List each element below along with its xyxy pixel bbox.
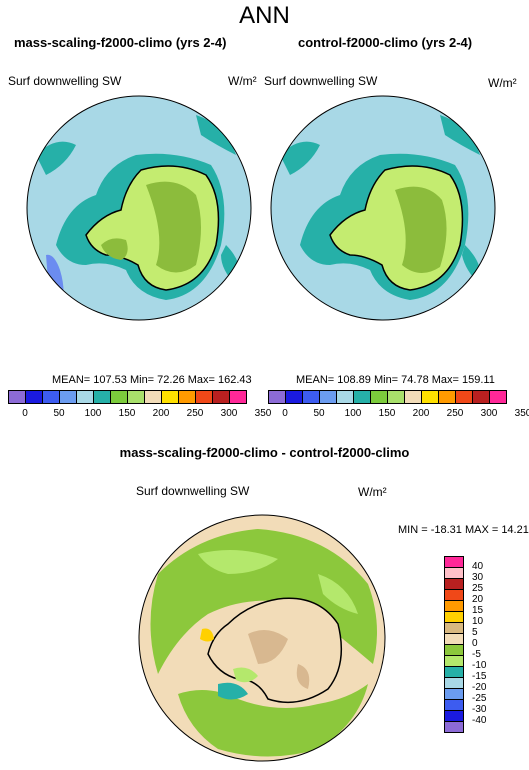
colorbar-tick-label: 250 <box>186 408 204 419</box>
colorbar-swatch <box>212 390 230 404</box>
left-panel-title: mass-scaling-f2000-climo (yrs 2-4) <box>14 35 227 50</box>
colorbar-tick-label: 300 <box>480 408 498 419</box>
colorbar-tick-label: -30 <box>472 704 487 715</box>
colorbar-swatch <box>8 390 26 404</box>
colorbar-swatch <box>353 390 371 404</box>
colorbar-swatch <box>229 390 247 404</box>
colorbar-swatch <box>110 390 128 404</box>
colorbar-swatch <box>336 390 354 404</box>
olive-interior <box>395 186 447 274</box>
right-panel-title: control-f2000-climo (yrs 2-4) <box>298 35 473 50</box>
colorbar-swatch <box>455 390 473 404</box>
diff-brown-patches <box>248 630 310 689</box>
colorbar-swatch <box>302 390 320 404</box>
colorbar-swatch <box>93 390 111 404</box>
diff-panel-stats: MIN = -18.31 MAX = 14.21 <box>398 524 529 536</box>
olive-interior <box>146 181 201 273</box>
colorbar-swatch <box>370 390 388 404</box>
teal-region <box>280 115 481 285</box>
colorbar-swatch <box>421 390 439 404</box>
right-panel-stats: MEAN= 108.89 Min= 74.78 Max= 159.11 <box>296 374 495 386</box>
left-colorbar <box>8 390 247 404</box>
colorbar-swatch <box>268 390 286 404</box>
colorbar-tick-label: 250 <box>446 408 464 419</box>
colorbar-tick-label: 200 <box>412 408 430 419</box>
diff-map <box>138 514 386 762</box>
colorbar-swatch <box>404 390 422 404</box>
left-map <box>26 95 252 321</box>
colorbar-tick-label: -40 <box>472 715 487 726</box>
colorbar-tick-label: 150 <box>118 408 136 419</box>
colorbar-tick-label: 0 <box>22 408 28 419</box>
colorbar-tick-label: 200 <box>152 408 170 419</box>
colorbar-tick-label: 150 <box>378 408 396 419</box>
colorbar-tick-label: 20 <box>472 594 484 605</box>
colorbar-tick-label: -10 <box>472 660 487 671</box>
olive-patch <box>101 238 128 260</box>
right-map <box>270 95 496 321</box>
colorbar-tick-label: 40 <box>472 561 484 572</box>
right-panel-units-label: W/m² <box>488 76 517 90</box>
teal-region <box>36 115 240 285</box>
left-panel-variable-label: Surf downwelling SW <box>8 74 122 88</box>
diff-colorbar <box>444 556 464 733</box>
colorbar-tick-label: 15 <box>472 605 484 616</box>
colorbar-tick-label: 50 <box>313 408 325 419</box>
diff-green-north <box>150 529 377 674</box>
colorbar-swatch <box>387 390 405 404</box>
diff-yellow-patch <box>200 628 214 642</box>
colorbar-tick-label: 350 <box>254 408 272 419</box>
colorbar-swatch <box>444 721 464 733</box>
colorbar-tick-label: 0 <box>472 638 478 649</box>
diff-green-south <box>178 684 368 757</box>
right-colorbar <box>268 390 507 404</box>
colorbar-swatch <box>59 390 77 404</box>
left-panel-units-label: W/m² <box>228 74 257 88</box>
colorbar-swatch <box>438 390 456 404</box>
diff-panel-title: mass-scaling-f2000-climo - control-f2000… <box>119 445 410 460</box>
diff-teal-patch <box>218 682 248 700</box>
colorbar-swatch <box>472 390 490 404</box>
colorbar-tick-label: 10 <box>472 616 484 627</box>
colorbar-swatch <box>42 390 60 404</box>
colorbar-tick-label: 5 <box>472 627 478 638</box>
colorbar-swatch <box>144 390 162 404</box>
diff-light-green-patch <box>233 667 258 683</box>
colorbar-swatch <box>25 390 43 404</box>
colorbar-tick-label: 30 <box>472 572 484 583</box>
diff-panel-units-label: W/m² <box>358 485 387 499</box>
colorbar-tick-label: -15 <box>472 671 487 682</box>
colorbar-tick-label: -25 <box>472 693 487 704</box>
left-panel-stats: MEAN= 107.53 Min= 72.26 Max= 162.43 <box>52 374 252 386</box>
colorbar-tick-label: 100 <box>84 408 102 419</box>
diff-panel-variable-label: Surf downwelling SW <box>136 484 250 498</box>
colorbar-tick-label: 100 <box>344 408 362 419</box>
colorbar-swatch <box>127 390 145 404</box>
colorbar-swatch <box>76 390 94 404</box>
colorbar-swatch <box>285 390 303 404</box>
page-title: ANN <box>239 2 290 29</box>
colorbar-tick-label: 300 <box>220 408 238 419</box>
colorbar-tick-label: -5 <box>472 649 481 660</box>
colorbar-swatch <box>161 390 179 404</box>
colorbar-tick-label: -20 <box>472 682 487 693</box>
colorbar-swatch <box>489 390 507 404</box>
colorbar-swatch <box>178 390 196 404</box>
colorbar-tick-label: 0 <box>282 408 288 419</box>
colorbar-swatch <box>195 390 213 404</box>
colorbar-tick-label: 25 <box>472 583 484 594</box>
colorbar-swatch <box>319 390 337 404</box>
colorbar-tick-label: 350 <box>514 408 529 419</box>
colorbar-tick-label: 50 <box>53 408 65 419</box>
diff-light-green <box>198 550 358 614</box>
right-panel-variable-label: Surf downwelling SW <box>264 74 378 88</box>
